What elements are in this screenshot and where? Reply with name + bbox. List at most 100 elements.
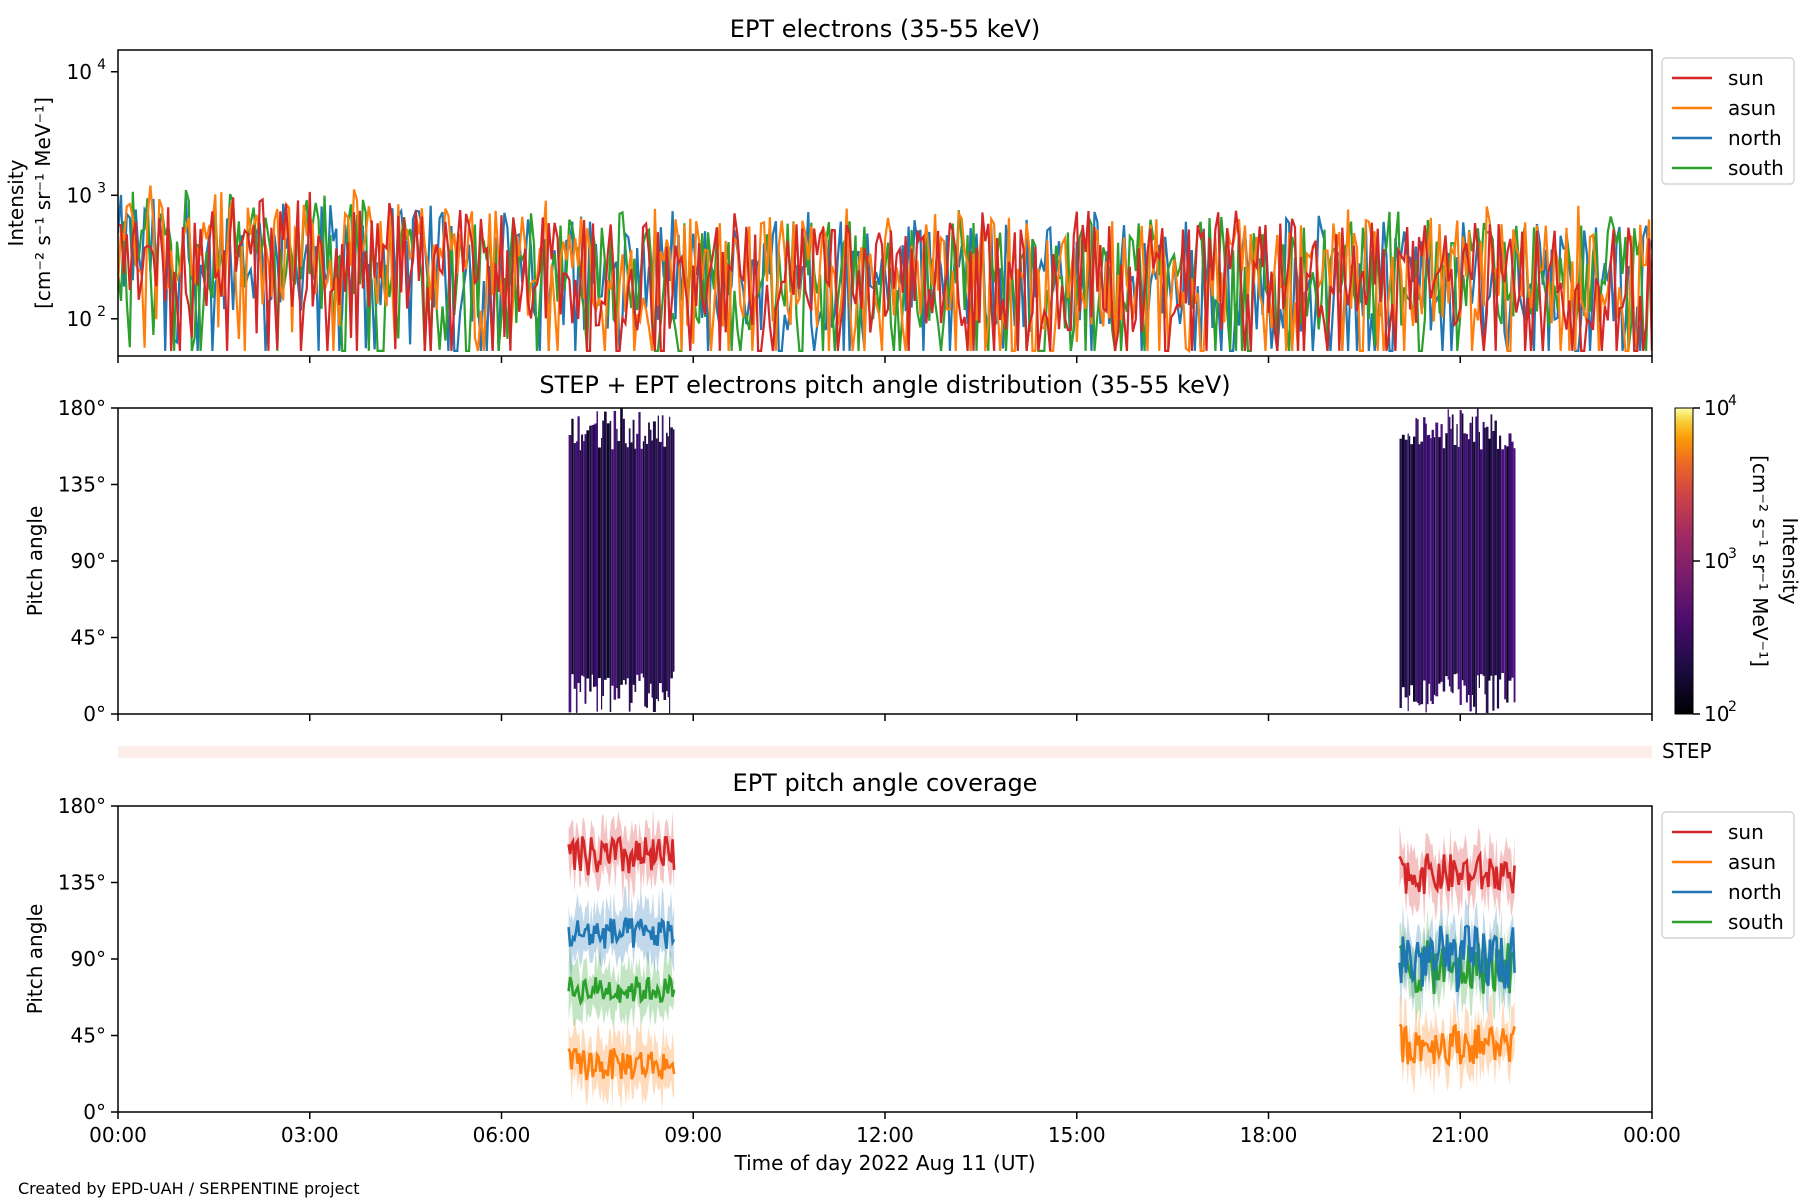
step-label: STEP: [1662, 739, 1712, 763]
x-tick-label-8: 00:00: [1623, 1123, 1681, 1147]
pad-cell-0-3: [575, 441, 578, 713]
x-tick-label-7: 21:00: [1431, 1123, 1489, 1147]
intensity-legend-label-sun: sun: [1728, 66, 1764, 90]
pad-cell-0-25: [620, 408, 623, 685]
x-tick-label-2: 06:00: [473, 1123, 531, 1147]
pad-cell-0-41: [651, 440, 653, 698]
coverage-band-south-0: [568, 944, 675, 1030]
pad-cell-1-19: [1438, 437, 1441, 684]
coverage-y-tick-label-1: 45°: [71, 1024, 106, 1048]
pad-cell-1-11: [1423, 417, 1426, 681]
pad-cell-0-33: [636, 433, 639, 675]
pad-cell-1-31: [1461, 413, 1464, 681]
pad-cell-1-25: [1450, 428, 1452, 692]
pad-cell-1-6: [1413, 436, 1416, 702]
pad-cell-1-21: [1442, 448, 1446, 692]
coverage-series-group: [567, 807, 1516, 1112]
pad-y-ticks: 0° 45° 90° 135° 180°: [58, 396, 118, 726]
pad-cell-0-30: [630, 442, 633, 703]
step-coverage: STEP: [118, 739, 1712, 763]
coverage-legend: sun asun north south: [1661, 811, 1795, 939]
pad-cell-0-27: [624, 443, 627, 685]
coverage-ylabel: Pitch angle: [23, 904, 47, 1015]
pad-cell-1-33: [1465, 433, 1468, 703]
colorbar-label-line1: Intensity: [1778, 517, 1800, 604]
intensity-ylabel-line1: Intensity: [4, 159, 28, 246]
pad-cell-0-48: [666, 432, 668, 692]
colorbar-tick-label-0: 10: [1704, 702, 1729, 726]
pad-cell-0-17: [602, 420, 604, 696]
pad-cell-0-16: [601, 438, 603, 710]
coverage-band-north-1: [1399, 896, 1515, 1021]
pad-cell-0-39: [648, 422, 650, 694]
pad-cell-0-49: [667, 436, 669, 698]
coverage-y-tick-label-0: 0°: [83, 1100, 106, 1124]
pad-cell-1-0: [1399, 438, 1402, 708]
intensity-ylabel-line2: [cm⁻² s⁻¹ sr⁻¹ MeV⁻¹]: [31, 97, 55, 309]
pad-cell-1-32: [1463, 433, 1466, 686]
coverage-line-sun-0: [567, 835, 676, 876]
coverage-legend-label-south: south: [1728, 910, 1784, 934]
pad-cell-1-28: [1456, 424, 1458, 674]
pad-y-tick-label-4: 180°: [58, 396, 106, 420]
intensity-legend-label-north: north: [1728, 126, 1782, 150]
pad-cell-1-22: [1445, 433, 1448, 677]
colorbar: [1674, 407, 1694, 715]
pad-cell-0-36: [642, 441, 645, 678]
colorbar-tick-label-2: 10: [1704, 396, 1729, 420]
pad-y-tick-label-1: 45°: [71, 626, 106, 650]
pad-cell-1-41: [1480, 449, 1483, 675]
intensity-y-tick-exp-2: 4: [97, 57, 106, 73]
pad-cell-1-36: [1471, 416, 1474, 695]
coverage-line-north-1: [1398, 924, 1516, 993]
pad-cell-0-19: [606, 423, 610, 678]
pad-cell-1-39: [1476, 408, 1479, 676]
pad-cell-1-35: [1469, 422, 1472, 712]
pad-cell-0-43: [655, 438, 658, 699]
pad-y-tick-label-3: 135°: [58, 473, 106, 497]
pad-cell-0-6: [581, 434, 584, 676]
coverage-y-tick-label-3: 135°: [58, 871, 106, 895]
pad-y-tick-label-0: 0°: [83, 702, 106, 726]
intensity-y-tick-label-1: 10: [67, 183, 92, 207]
panel-pitch-angle-coverage: EPT pitch angle coverage 0° 45° 90° 135° 180…: [23, 769, 1795, 1175]
pad-cell-0-38: [646, 443, 648, 708]
pad-cell-0-29: [628, 428, 631, 712]
pad-cell-0-4: [577, 416, 580, 683]
colorbar-tick-label-1: 10: [1704, 549, 1729, 573]
pad-cell-1-40: [1478, 431, 1480, 688]
pad-cell-1-13: [1426, 435, 1429, 705]
pad-cell-1-18: [1435, 422, 1439, 697]
pad-cell-1-56: [1513, 448, 1516, 703]
pad-cell-1-24: [1448, 416, 1451, 687]
pad-cell-1-14: [1428, 434, 1431, 684]
pad-cell-1-17: [1433, 437, 1436, 695]
pad-cell-1-45: [1488, 438, 1491, 681]
x-tick-label-1: 03:00: [281, 1123, 339, 1147]
pad-cell-1-9: [1418, 444, 1421, 706]
coverage-line-asun-1: [1398, 1023, 1516, 1068]
coverage-legend-label-asun: asun: [1728, 850, 1776, 874]
x-tick-label-4: 12:00: [856, 1123, 914, 1147]
pad-cell-1-3: [1407, 433, 1409, 712]
pad-cell-1-46: [1490, 414, 1493, 676]
pad-cell-1-44: [1485, 426, 1489, 713]
pad-cell-0-1: [571, 418, 574, 675]
pad-cell-0-8: [584, 434, 587, 704]
pad-cell-1-37: [1473, 441, 1476, 707]
intensity-y-tick-exp-1: 3: [97, 180, 106, 196]
x-tick-label-3: 09:00: [664, 1123, 722, 1147]
pad-cell-1-7: [1415, 418, 1418, 702]
colorbar-label-line2: [cm⁻² s⁻¹ sr⁻¹ MeV⁻¹]: [1748, 455, 1772, 667]
pad-cell-0-15: [598, 447, 601, 679]
pad-cell-0-52: [672, 429, 675, 672]
coverage-legend-label-sun: sun: [1728, 820, 1764, 844]
pad-cell-1-54: [1508, 433, 1512, 681]
step-strip: [118, 746, 1652, 758]
pad-cell-1-12: [1425, 423, 1427, 713]
intensity-y-tick-label-0: 10: [67, 307, 92, 331]
intensity-x-ticks: [117, 356, 1653, 363]
pad-cell-0-26: [622, 418, 625, 681]
